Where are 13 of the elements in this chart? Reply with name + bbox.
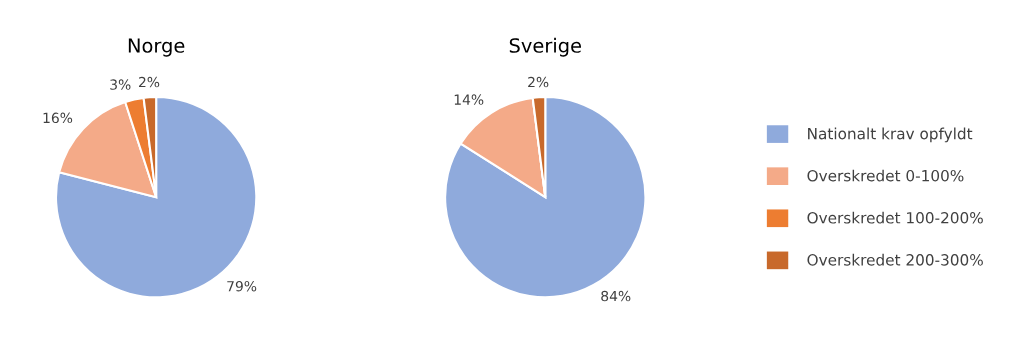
legend-label: Overskredet 100-200% — [807, 211, 983, 224]
data-label: 16% — [43, 112, 73, 124]
data-label: 2% — [138, 76, 160, 88]
chart-title: Norge — [128, 38, 185, 57]
data-label: 2% — [528, 76, 549, 88]
legend-label: Overskredet 0-100% — [807, 169, 964, 182]
legend-label: Nationalt krav opfyldt — [808, 127, 973, 143]
data-label: 84% — [601, 290, 631, 302]
data-label: 14% — [454, 94, 484, 105]
legend-label: Overskredet 200-300% — [807, 253, 983, 266]
chart-title: Sverige — [509, 37, 581, 57]
data-label: 79% — [227, 280, 257, 292]
data-label: 3% — [110, 79, 131, 90]
